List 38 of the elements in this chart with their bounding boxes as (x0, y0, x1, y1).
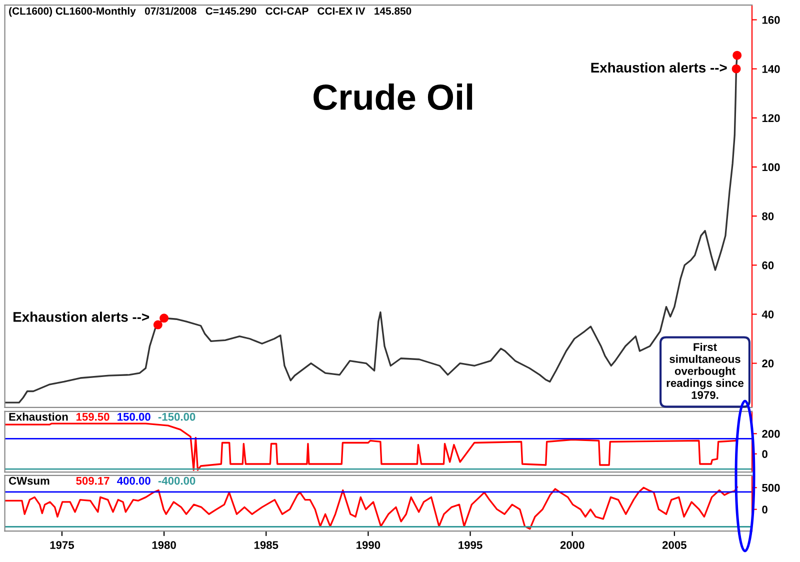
chart-title: CWsum (8, 476, 50, 485)
y-tick-label: 200 (762, 430, 780, 438)
ref-line-label: 400.00 (117, 476, 150, 485)
annotation: Exhaustion alerts --> (591, 62, 727, 73)
ref-line-label: 150.00 (118, 412, 150, 421)
x-tick-label: 1990 (356, 541, 380, 549)
y-tick-label: 40 (762, 310, 774, 318)
x-tick-label: 1985 (254, 541, 278, 549)
ref-line-label: -150.00 (158, 412, 196, 421)
text: Crude Oil (314, 84, 472, 110)
annotation: First simultaneous overbought readings since 1979. (666, 342, 744, 399)
line-series (4, 486, 738, 530)
x-tick-label: 1980 (152, 541, 176, 549)
annotation: 159.50 (76, 412, 110, 421)
point (153, 320, 162, 330)
point (732, 50, 742, 60)
ref-line-label: -400.00 (158, 476, 196, 485)
y-tick-label: 160 (762, 16, 780, 24)
chart-subtitle: (CL1600) CL1600-Monthly 07/31/2008 C=145.290 CCI-CAP CCI-EX IV 145.850 (9, 7, 412, 17)
y-tick-label: 0 (762, 506, 768, 514)
line-series (4, 422, 738, 471)
y-tick-label: 60 (762, 261, 774, 270)
y-tick-label: 80 (762, 212, 774, 220)
y-tick-label: 0 (762, 450, 768, 458)
annotation: 509.17 (76, 476, 110, 485)
point (732, 64, 741, 74)
x-tick-label: 1975 (50, 541, 74, 549)
x-tick-label: 2005 (662, 541, 686, 549)
point (160, 314, 169, 323)
y-tick-label: 100 (762, 163, 780, 172)
y-tick-label: 120 (762, 114, 780, 122)
y-tick-label: 500 (762, 484, 780, 492)
chart-title: Exhaustion (9, 412, 68, 421)
x-tick-label: 2000 (560, 541, 584, 549)
x-tick-label: 1995 (458, 541, 482, 549)
annotation: Exhaustion alerts --> (14, 312, 150, 322)
y-tick-label: 20 (762, 360, 774, 368)
y-tick-label: 140 (762, 65, 780, 73)
